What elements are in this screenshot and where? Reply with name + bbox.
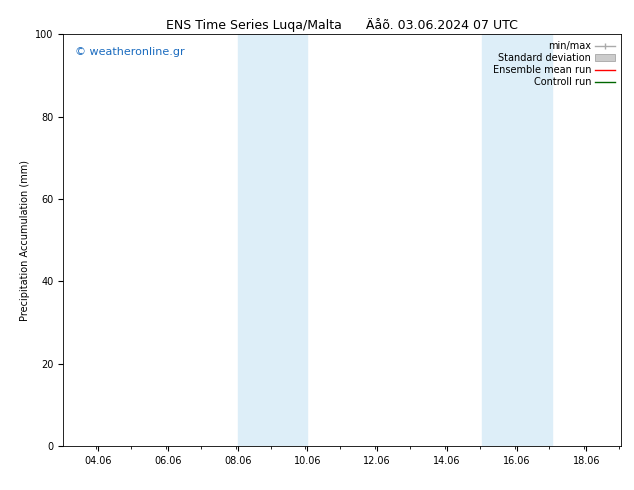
Title: ENS Time Series Luqa/Malta      Äåõ. 03.06.2024 07 UTC: ENS Time Series Luqa/Malta Äåõ. 03.06.20… bbox=[166, 18, 519, 32]
Text: © weatheronline.gr: © weatheronline.gr bbox=[75, 47, 184, 57]
Legend: min/max, Standard deviation, Ensemble mean run, Controll run: min/max, Standard deviation, Ensemble me… bbox=[491, 39, 616, 89]
Bar bbox=[238, 34, 307, 446]
Bar bbox=[482, 34, 552, 446]
Y-axis label: Precipitation Accumulation (mm): Precipitation Accumulation (mm) bbox=[20, 160, 30, 320]
